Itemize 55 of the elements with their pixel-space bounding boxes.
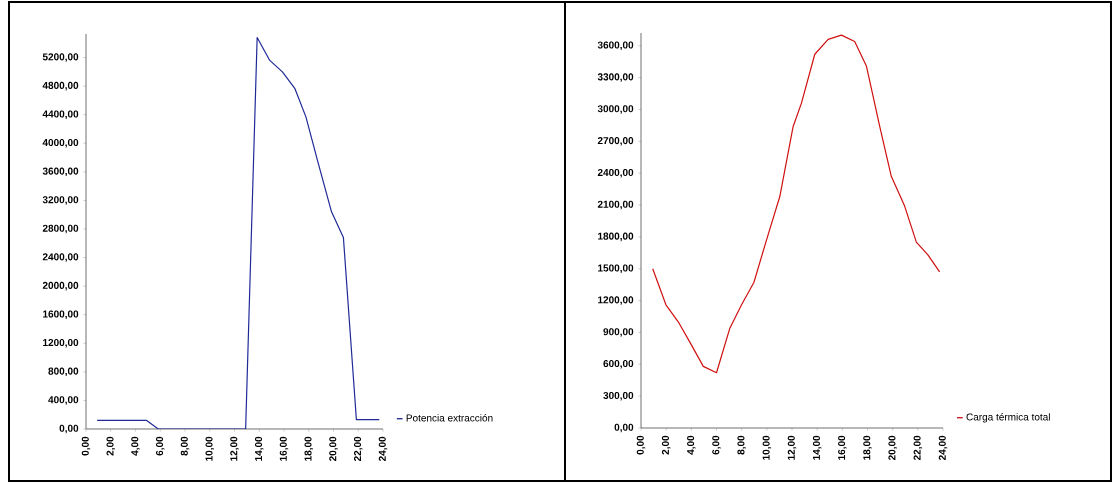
x-tick-label: 18,00 — [863, 435, 872, 460]
y-tick-label: 400,00 — [48, 396, 79, 405]
y-tick-label: 1600,00 — [43, 310, 79, 319]
y-tick-label: 4400,00 — [42, 110, 79, 119]
x-tick-label: 8,00 — [180, 436, 190, 456]
y-tick-label: 5200,00 — [42, 53, 79, 62]
x-tick-label: 2,00 — [661, 435, 671, 455]
y-tick-label: 3200,00 — [42, 196, 79, 205]
y-tick-label: 2400,00 — [597, 168, 634, 178]
x-tick-label: 18,00 — [304, 436, 314, 461]
x-tick-label: 14,00 — [254, 436, 264, 461]
x-tick-label: 2,00 — [106, 436, 116, 456]
line-series — [652, 34, 941, 374]
x-tick-label: 20,00 — [329, 436, 338, 462]
line-series — [96, 36, 380, 429]
x-tick-label: 14,00 — [812, 435, 822, 460]
legend-label: Carga térmica total — [966, 413, 1050, 423]
x-tick-label: 6,00 — [155, 436, 165, 456]
y-tick-label: 3600,00 — [42, 167, 79, 177]
x-tick-label: 6,00 — [712, 435, 721, 455]
x-tick-label: 12,00 — [230, 436, 239, 461]
y-tick-label: 0,00 — [614, 423, 634, 433]
y-tick-label: 0,00 — [59, 424, 79, 434]
x-tick-label: 12,00 — [787, 435, 797, 460]
y-tick-label: 1200,00 — [598, 296, 634, 305]
y-tick-label: 2000,00 — [42, 281, 79, 291]
x-tick-label: 4,00 — [687, 435, 696, 455]
x-tick-label: 16,00 — [838, 435, 847, 460]
y-tick-label: 3300,00 — [597, 73, 634, 82]
y-tick-label: 3000,00 — [597, 105, 634, 114]
y-tick-label: 1800,00 — [598, 232, 634, 242]
x-tick-label: 24,00 — [378, 436, 388, 462]
x-tick-label: 8,00 — [737, 435, 746, 455]
legend-label: Potencia extracción — [406, 414, 493, 422]
x-tick-label: 24,00 — [938, 435, 948, 461]
y-tick-label: 2800,00 — [42, 224, 79, 234]
y-tick-label: 600,00 — [603, 360, 634, 369]
y-tick-label: 2100,00 — [597, 200, 634, 210]
x-tick-label: 22,00 — [353, 436, 363, 462]
y-tick-label: 800,00 — [48, 367, 79, 377]
x-tick-label: 22,00 — [913, 435, 923, 461]
x-tick-label: 10,00 — [762, 435, 772, 460]
y-tick-label: 4800,00 — [42, 81, 79, 91]
x-tick-label: 10,00 — [205, 436, 215, 461]
y-tick-label: 3600,00 — [597, 41, 634, 51]
y-tick-label: 1500,00 — [598, 264, 634, 273]
y-tick-label: 900,00 — [603, 328, 634, 337]
y-tick-label: 2400,00 — [42, 253, 79, 262]
y-tick-label: 4000,00 — [42, 139, 79, 148]
x-tick-label: 16,00 — [279, 436, 289, 461]
x-tick-label: 20,00 — [888, 435, 897, 461]
x-tick-label: 4,00 — [131, 436, 140, 456]
y-tick-label: 2700,00 — [597, 137, 634, 146]
y-tick-label: 300,00 — [603, 391, 634, 401]
y-tick-label: 1200,00 — [43, 339, 79, 348]
